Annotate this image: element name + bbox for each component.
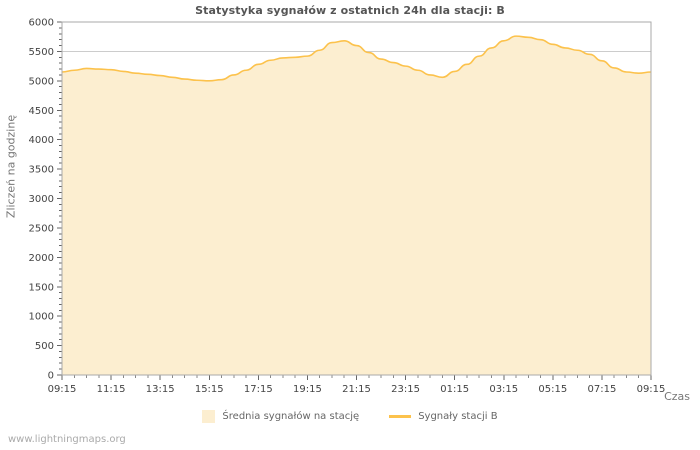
y-axis-label: Zliczeń na godzinę [4,114,18,219]
svg-text:5000: 5000 [29,76,54,87]
svg-text:03:15: 03:15 [489,384,518,395]
x-axis-label: Czas [664,390,690,403]
svg-text:17:15: 17:15 [244,384,273,395]
svg-text:4000: 4000 [29,135,54,146]
legend-item-station[interactable]: Sygnały stacji B [389,411,498,422]
svg-text:19:15: 19:15 [293,384,322,395]
svg-text:4500: 4500 [29,106,54,117]
svg-text:3500: 3500 [29,165,54,176]
svg-text:21:15: 21:15 [342,384,371,395]
svg-text:07:15: 07:15 [588,384,617,395]
x-axis-ticks: 09:15 11:15 13:15 15:15 17:15 19:15 21:15 23:15… [48,375,666,395]
svg-text:23:15: 23:15 [391,384,420,395]
chart-legend: Średnia sygnałów na stację Sygnały stacj… [0,410,700,423]
area-swatch-icon [202,410,216,423]
svg-text:2500: 2500 [29,223,54,234]
legend-label-average: Średnia sygnałów na stację [222,411,360,422]
svg-text:15:15: 15:15 [195,384,224,395]
plot-frame [61,21,652,376]
svg-text:09:15: 09:15 [637,384,666,395]
legend-item-average[interactable]: Średnia sygnałów na stację [202,410,359,423]
chart-plot-area: 0 500 1000 1500 2000 2500 3000 3500 4000 4500 5000… [29,18,666,396]
svg-text:13:15: 13:15 [146,384,175,395]
chart-title: Statystyka sygnałów z ostatnich 24h dla … [195,4,505,17]
data-series [61,35,652,376]
svg-text:2000: 2000 [29,253,54,264]
svg-text:0: 0 [48,371,54,382]
svg-text:500: 500 [35,341,54,352]
svg-text:3000: 3000 [29,194,54,205]
svg-text:1000: 1000 [29,312,54,323]
legend-label-station: Sygnały stacji B [418,411,498,422]
svg-text:05:15: 05:15 [538,384,567,395]
svg-text:09:15: 09:15 [48,384,77,395]
line-swatch-icon [389,415,412,418]
svg-text:1500: 1500 [29,282,54,293]
svg-text:6000: 6000 [29,18,54,29]
svg-text:11:15: 11:15 [97,384,126,395]
svg-text:01:15: 01:15 [440,384,469,395]
svg-text:5500: 5500 [29,47,54,58]
y-axis-ticks: 0 500 1000 1500 2000 2500 3000 3500 4000 4500 5000… [29,18,62,382]
footer-url: www.lightningmaps.org [8,434,126,445]
